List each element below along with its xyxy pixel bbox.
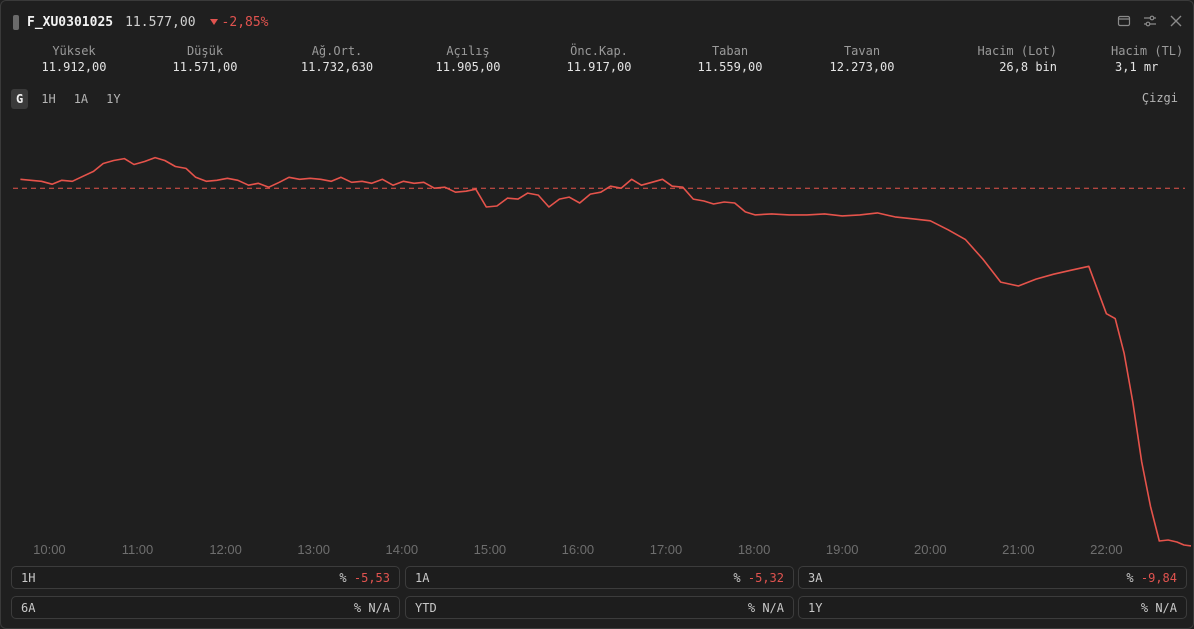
perf-3-month: 3A % -9,84 bbox=[798, 566, 1187, 589]
perf-1-month: 1A % -5,32 bbox=[405, 566, 794, 589]
perf-1-year: 1Y % N/A bbox=[798, 596, 1187, 619]
close-icon[interactable] bbox=[1169, 13, 1183, 27]
perf-prefix: % bbox=[747, 601, 756, 615]
drag-handle-icon[interactable] bbox=[13, 14, 19, 30]
perf-value: % N/A bbox=[354, 601, 390, 615]
stat-label: Tavan bbox=[843, 44, 881, 58]
perf-value: % -9,84 bbox=[1126, 571, 1177, 585]
tab-1-year[interactable]: 1Y bbox=[106, 92, 121, 106]
stats-row: Yüksek 11.912,00 Düşük 11.571,00 Ağ.Ort.… bbox=[1, 43, 1193, 77]
down-arrow-icon bbox=[209, 19, 218, 25]
stat-prev-close: Önc.Kap. 11.917,00 bbox=[566, 43, 632, 75]
x-tick-label: 12:00 bbox=[209, 542, 242, 557]
stat-value: 11.912,00 bbox=[41, 60, 107, 74]
perf-label: YTD bbox=[415, 601, 437, 615]
stat-floor: Taban 11.559,00 bbox=[697, 43, 763, 75]
chart-type-selector[interactable]: Çizgi bbox=[1141, 91, 1178, 105]
stat-volume-tl: Hacim (TL) 3,1 mr bbox=[1111, 43, 1193, 75]
x-tick-label: 21:00 bbox=[1002, 542, 1035, 557]
tab-1-week[interactable]: 1H bbox=[41, 92, 56, 106]
perf-label: 1H bbox=[21, 571, 36, 585]
perf-prefix: % bbox=[1126, 571, 1134, 585]
x-tick-label: 13:00 bbox=[297, 542, 330, 557]
perf-label: 6A bbox=[21, 601, 36, 615]
stat-label: Taban bbox=[711, 44, 749, 58]
stat-value: 26,8 bin bbox=[999, 60, 1057, 74]
perf-value: % -5,32 bbox=[733, 571, 784, 585]
x-tick-label: 10:00 bbox=[33, 542, 66, 557]
perf-label: 1Y bbox=[808, 601, 823, 615]
x-tick-label: 17:00 bbox=[650, 542, 683, 557]
perf-value: % N/A bbox=[748, 601, 784, 615]
x-tick-label: 16:00 bbox=[562, 542, 595, 557]
perf-number: N/A bbox=[368, 601, 390, 615]
price-line bbox=[20, 156, 1192, 547]
perf-number: N/A bbox=[762, 601, 784, 615]
x-axis-ticks: 10:00 11:00 12:00 13:00 14:00 15:00 16:00 17:00… bbox=[33, 542, 1123, 557]
stat-label: Önc.Kap. bbox=[570, 44, 628, 58]
stat-ceiling: Tavan 12.273,00 bbox=[829, 43, 895, 75]
perf-prefix: % bbox=[733, 571, 741, 585]
stat-value: 11.559,00 bbox=[697, 60, 763, 74]
header-actions bbox=[1117, 13, 1183, 27]
window-icon[interactable] bbox=[1117, 13, 1131, 27]
last-price: 11.577,00 bbox=[125, 14, 196, 30]
perf-prefix: % bbox=[1140, 601, 1149, 615]
perf-value: % -5,53 bbox=[339, 571, 390, 585]
stat-label: Hacim (TL) bbox=[1111, 44, 1184, 58]
stat-value: 12.273,00 bbox=[829, 60, 895, 74]
perf-ytd: YTD % N/A bbox=[405, 596, 794, 619]
stat-value: 11.571,00 bbox=[172, 60, 238, 74]
perf-prefix: % bbox=[353, 601, 362, 615]
price-chart: 10:00 11:00 12:00 13:00 14:00 15:00 16:00 17:00… bbox=[13, 156, 1192, 557]
tab-day[interactable]: G bbox=[11, 89, 29, 109]
x-tick-label: 18:00 bbox=[738, 542, 771, 557]
stat-weighted-avg: Ağ.Ort. 11.732,630 bbox=[299, 43, 375, 75]
panel-header: F_XU0301025 11.577,00 -2,85% bbox=[13, 13, 269, 31]
perf-value: % N/A bbox=[1141, 601, 1177, 615]
perf-1-week: 1H % -5,53 bbox=[11, 566, 400, 589]
perf-prefix: % bbox=[339, 571, 347, 585]
stat-label: Düşük bbox=[186, 44, 224, 58]
x-tick-label: 11:00 bbox=[122, 542, 154, 557]
stat-label: Açılış bbox=[446, 44, 490, 58]
x-tick-label: 15:00 bbox=[474, 542, 507, 557]
perf-number: -5,53 bbox=[353, 571, 390, 585]
tab-1-month[interactable]: 1A bbox=[73, 92, 89, 106]
stat-value: 11.905,00 bbox=[435, 60, 501, 74]
stat-high: Yüksek 11.912,00 bbox=[41, 43, 107, 75]
perf-number: N/A bbox=[1155, 601, 1177, 615]
perf-label: 1A bbox=[415, 571, 430, 585]
x-tick-label: 19:00 bbox=[826, 542, 859, 557]
stat-label: Yüksek bbox=[52, 44, 96, 58]
x-tick-label: 22:00 bbox=[1090, 542, 1123, 557]
perf-label: 3A bbox=[808, 571, 823, 585]
price-change: -2,85% bbox=[209, 14, 269, 30]
settings-sliders-icon[interactable] bbox=[1143, 13, 1157, 27]
stat-volume-lot: Hacim (Lot) 26,8 bin bbox=[969, 43, 1057, 75]
symbol-title: F_XU0301025 bbox=[27, 14, 114, 30]
perf-number: -9,84 bbox=[1140, 571, 1177, 585]
range-tabs: G 1H 1A 1Y bbox=[11, 89, 126, 109]
stat-label: Ağ.Ort. bbox=[311, 44, 363, 58]
stat-value: 3,1 mr bbox=[1115, 60, 1159, 74]
perf-number: -5,32 bbox=[747, 571, 784, 585]
x-tick-label: 20:00 bbox=[914, 542, 947, 557]
stat-open: Açılış 11.905,00 bbox=[435, 43, 501, 75]
stat-value: 11.732,630 bbox=[300, 60, 374, 74]
x-tick-label: 14:00 bbox=[386, 542, 419, 557]
perf-6-month: 6A % N/A bbox=[11, 596, 400, 619]
price-change-value: -2,85% bbox=[221, 14, 269, 30]
stat-low: Düşük 11.571,00 bbox=[172, 43, 238, 75]
stat-value: 11.917,00 bbox=[566, 60, 632, 74]
stat-label: Hacim (Lot) bbox=[977, 44, 1057, 58]
